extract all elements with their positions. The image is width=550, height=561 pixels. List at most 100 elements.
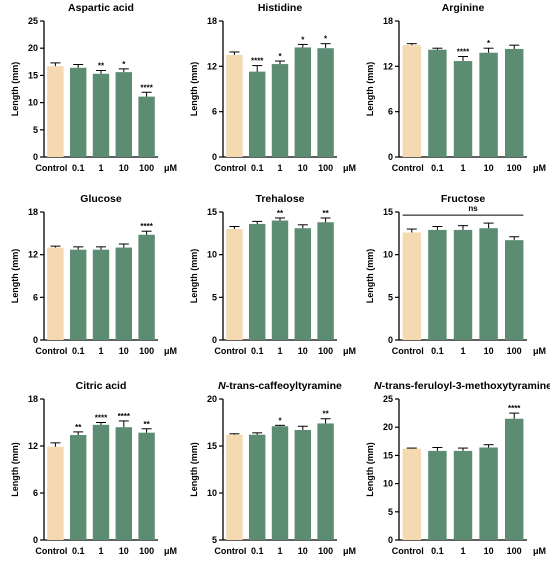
x-tick-label: 0.1 [251,163,264,173]
x-unit-label: μM [343,546,356,556]
x-tick-label: 0.1 [72,546,85,556]
bar-treatment [428,229,447,340]
x-tick-label: Control [214,546,246,556]
y-tick-label: 0 [388,335,393,345]
bar-treatment [115,72,133,157]
x-tick-label: 100 [139,163,154,173]
y-tick-label: 5 [388,507,393,517]
y-tick-label: 15 [207,441,217,451]
bar-treatment [138,96,155,157]
bar-treatment [138,234,155,340]
y-tick-label: 12 [207,61,217,71]
y-tick-label: 10 [28,98,38,108]
bar-treatment [479,447,498,540]
bar-treatment [317,222,334,340]
chart-title: Aspartic acid [68,2,134,14]
bar-control [47,446,64,540]
x-tick-label: Control [392,346,424,356]
significance-label: **** [508,404,521,413]
chart-title: Histidine [258,2,302,14]
y-tick-label: 20 [207,394,217,404]
bar-treatment [271,426,289,540]
y-tick-label: 6 [33,488,38,498]
x-tick-label: 100 [507,346,522,356]
bar-treatment [428,450,447,540]
bar-treatment [294,430,312,540]
chart-title: Arginine [442,2,485,14]
x-tick-label: 100 [139,546,154,556]
y-tick-label: 10 [383,250,393,260]
chart-panel-3: Arginine 0 6 12 18 Length (mm) Control 0.1 **** 1… [365,2,546,173]
bar-control [402,45,422,157]
bar-treatment [138,432,155,540]
x-tick-label: 1 [277,546,282,556]
x-tick-label: 1 [98,163,103,173]
y-axis-label: Length (mm) [189,442,199,497]
y-tick-label: 6 [212,107,217,117]
x-tick-label: 1 [460,163,465,173]
y-tick-label: 0 [388,152,393,162]
chart-title: N-trans-caffeoyltyramine [218,380,342,392]
chart-panel-9: N-trans-feruloyl-3-methoxytyramine 0 5 10 15… [365,380,550,556]
y-tick-label: 5 [388,292,393,302]
bar-control [226,434,243,540]
x-tick-label: 100 [507,163,522,173]
chart-panel-6: Fructose 0 5 10 15 Length (mm) Control 0.1 1 10 10… [365,193,546,356]
y-tick-label: 10 [207,250,217,260]
chart-panel-2: Histidine 0 6 12 18 Length (mm) Control **** 0.1… [189,2,356,173]
chart-title-rest: -trans-feruloyl-3-methoxytyramine [382,380,550,392]
y-axis-label: Length (mm) [365,249,375,304]
x-tick-label: Control [35,546,67,556]
x-tick-label: 10 [298,163,308,173]
y-tick-label: 5 [212,292,217,302]
x-tick-label: 1 [460,346,465,356]
bar-treatment [115,427,133,540]
chart-title-rest: -trans-caffeoyltyramine [226,380,342,392]
significance-label: * [487,39,491,48]
x-tick-label: 1 [277,346,282,356]
chart-panel-4: Glucose 0 6 12 18 Length (mm) Control 0.1 1 10 ***… [10,193,177,356]
x-tick-label: 100 [318,546,333,556]
bar-treatment [428,49,447,157]
chart-title: N-trans-feruloyl-3-methoxytyramine [374,380,550,392]
significance-label: * [278,52,282,61]
significance-label: * [324,35,328,44]
y-tick-label: 20 [383,422,393,432]
y-tick-label: 25 [28,16,38,26]
y-tick-label: 18 [28,394,38,404]
x-unit-label: μM [343,346,356,356]
chart-title: Trehalose [255,193,304,205]
x-tick-label: 10 [119,346,129,356]
y-axis-label: Length (mm) [365,62,375,117]
bar-treatment [453,450,473,540]
chart-panel-8: N-trans-caffeoyltyramine 5 10 15 20 Length (m… [189,380,356,556]
bar-treatment [92,73,110,157]
y-tick-label: 18 [207,16,217,26]
significance-label: **** [118,412,131,421]
y-axis-label: Length (mm) [189,249,199,304]
y-tick-label: 5 [33,125,38,135]
x-tick-label: 0.1 [72,163,85,173]
x-tick-label: 10 [298,546,308,556]
x-tick-label: 10 [484,546,494,556]
chart-title-italic: N [218,380,226,392]
bar-treatment [453,61,473,157]
bar-treatment [69,249,87,340]
y-axis-label: Length (mm) [10,62,20,117]
bar-treatment [271,64,289,157]
x-tick-label: 100 [507,546,522,556]
bar-control [47,66,64,157]
y-tick-label: 0 [33,152,38,162]
x-tick-label: Control [35,163,67,173]
y-axis-label: Length (mm) [10,442,20,497]
bar-treatment [69,67,87,157]
bar-treatment [504,418,524,540]
y-tick-label: 10 [207,488,217,498]
significance-label: * [301,35,305,44]
x-tick-label: 0.1 [431,346,444,356]
significance-label: * [278,416,282,425]
x-unit-label: μM [533,346,546,356]
significance-label: **** [251,57,264,66]
bar-control [402,448,422,540]
